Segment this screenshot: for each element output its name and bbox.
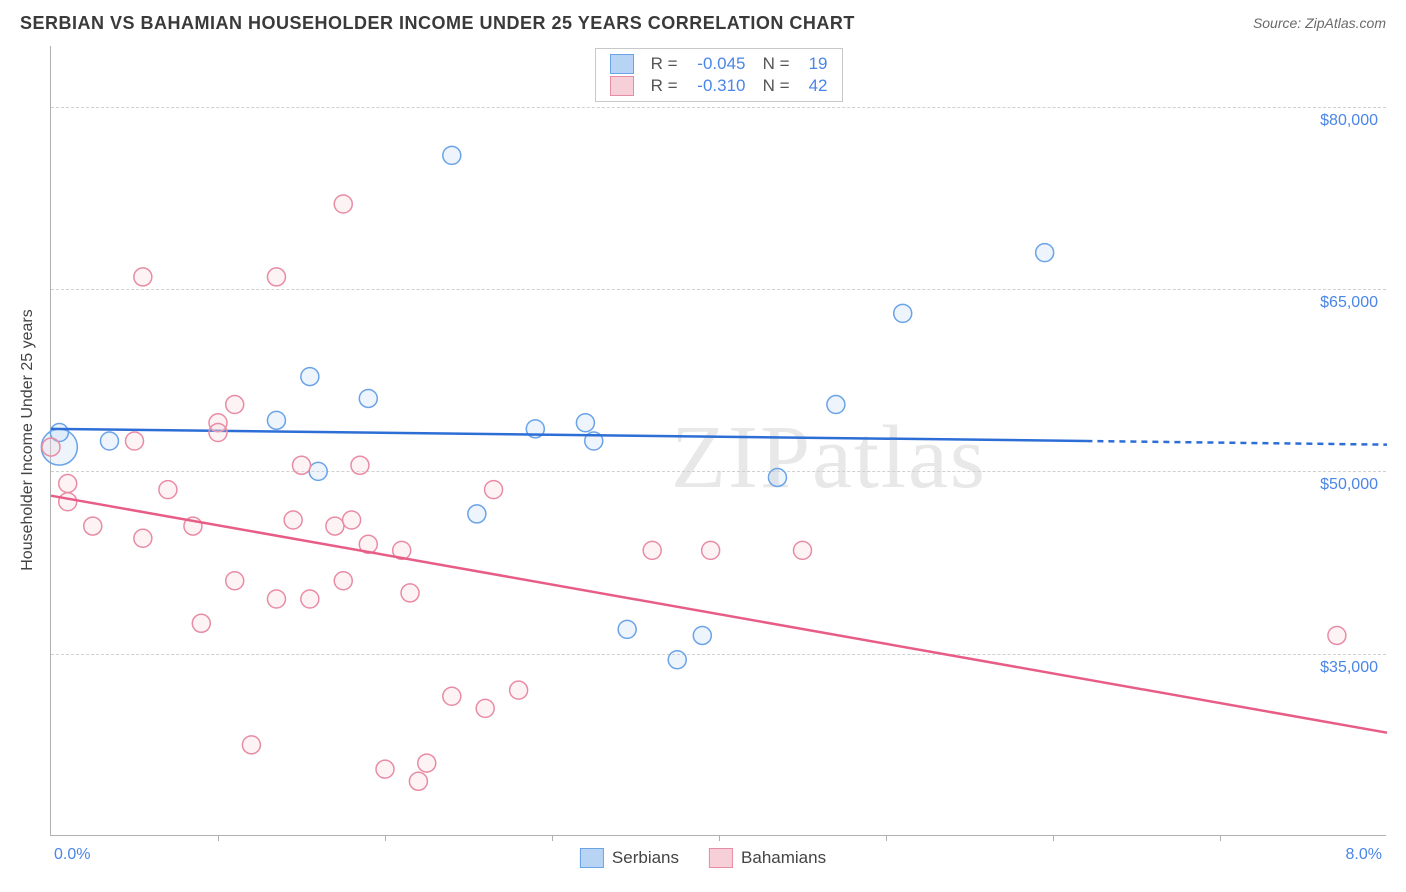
legend-item: Bahamians	[709, 848, 826, 868]
x-axis-max: 8.0%	[1346, 846, 1382, 864]
data-point	[894, 304, 912, 322]
correlation-legend: R = -0.045 N = 19 R = -0.310 N = 42	[595, 48, 843, 102]
series-legend: Serbians Bahamians	[580, 848, 826, 868]
data-point	[1328, 626, 1346, 644]
data-point	[343, 511, 361, 529]
data-point	[643, 541, 661, 559]
n-value: 19	[798, 54, 828, 74]
data-point	[59, 475, 77, 493]
data-point	[618, 620, 636, 638]
legend-swatch	[580, 848, 604, 868]
data-point	[100, 432, 118, 450]
data-point	[702, 541, 720, 559]
data-point	[468, 505, 486, 523]
legend-label: Bahamians	[741, 848, 826, 868]
n-value: 42	[798, 76, 828, 96]
data-point	[409, 772, 427, 790]
data-point	[84, 517, 102, 535]
data-point	[284, 511, 302, 529]
data-point	[126, 432, 144, 450]
x-tick	[719, 835, 720, 841]
data-point	[576, 414, 594, 432]
data-point	[418, 754, 436, 772]
x-tick	[886, 835, 887, 841]
data-point	[794, 541, 812, 559]
stat-label: R =	[646, 54, 678, 74]
legend-row: R = -0.310 N = 42	[610, 75, 828, 97]
data-point	[351, 456, 369, 474]
x-tick	[552, 835, 553, 841]
data-point	[267, 590, 285, 608]
data-point	[242, 736, 260, 754]
x-tick	[1053, 835, 1054, 841]
data-point	[485, 481, 503, 499]
data-point	[301, 590, 319, 608]
data-point	[443, 687, 461, 705]
data-point	[476, 699, 494, 717]
data-point	[192, 614, 210, 632]
data-point	[42, 438, 60, 456]
data-point	[209, 423, 227, 441]
data-point	[59, 493, 77, 511]
source-attribution: Source: ZipAtlas.com	[1253, 15, 1386, 31]
data-point	[326, 517, 344, 535]
y-axis-title: Householder Income Under 25 years	[19, 309, 37, 570]
data-point	[134, 268, 152, 286]
legend-swatch	[709, 848, 733, 868]
data-point	[293, 456, 311, 474]
data-point	[301, 368, 319, 386]
stat-label: N =	[758, 54, 790, 74]
scatter-chart	[51, 46, 1386, 835]
data-point	[376, 760, 394, 778]
data-point	[226, 572, 244, 590]
data-point	[309, 462, 327, 480]
chart-header: SERBIAN VS BAHAMIAN HOUSEHOLDER INCOME U…	[0, 0, 1406, 46]
stat-label: R =	[646, 76, 678, 96]
plot-area: ZIPatlas $35,000$50,000$65,000$80,000 R …	[50, 46, 1386, 836]
legend-swatch	[610, 76, 634, 96]
data-point	[510, 681, 528, 699]
data-point	[267, 268, 285, 286]
x-axis-min: 0.0%	[54, 846, 90, 864]
data-point	[159, 481, 177, 499]
data-point	[334, 195, 352, 213]
trend-line-projection	[1086, 441, 1387, 445]
legend-item: Serbians	[580, 848, 679, 868]
legend-row: R = -0.045 N = 19	[610, 53, 828, 75]
trend-line	[51, 429, 1086, 441]
data-point	[668, 651, 686, 669]
data-point	[359, 389, 377, 407]
data-point	[768, 468, 786, 486]
chart-title: SERBIAN VS BAHAMIAN HOUSEHOLDER INCOME U…	[20, 13, 855, 34]
trend-line	[51, 496, 1387, 733]
r-value: -0.310	[686, 76, 746, 96]
x-tick	[218, 835, 219, 841]
data-point	[226, 396, 244, 414]
data-point	[267, 411, 285, 429]
data-point	[693, 626, 711, 644]
data-point	[1036, 244, 1054, 262]
r-value: -0.045	[686, 54, 746, 74]
data-point	[827, 396, 845, 414]
x-tick	[385, 835, 386, 841]
data-point	[334, 572, 352, 590]
data-point	[443, 146, 461, 164]
data-point	[401, 584, 419, 602]
x-tick	[1220, 835, 1221, 841]
data-point	[134, 529, 152, 547]
stat-label: N =	[758, 76, 790, 96]
legend-swatch	[610, 54, 634, 74]
legend-label: Serbians	[612, 848, 679, 868]
